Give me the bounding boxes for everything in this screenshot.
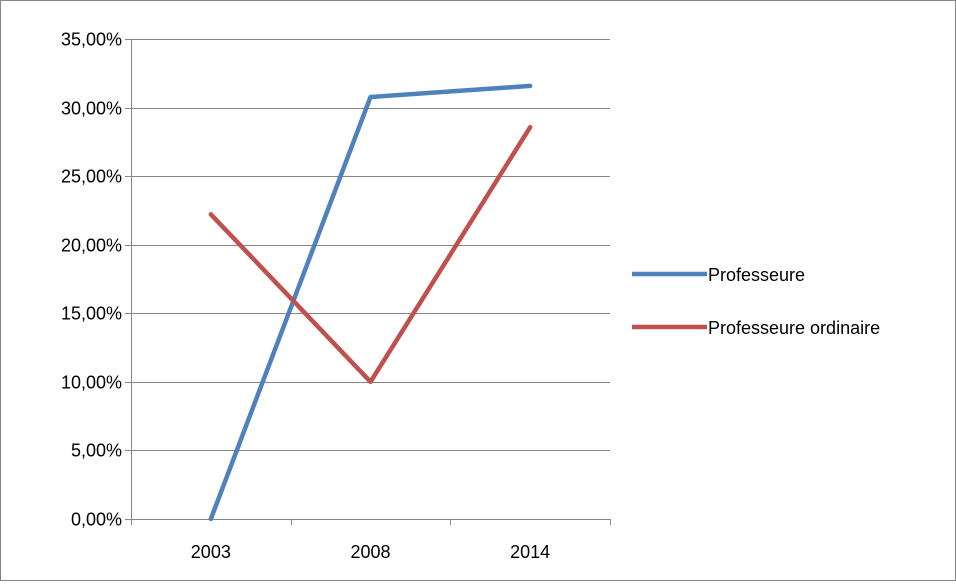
axes: 0,00% 5,00% 10,00% 15,00% 20,00% 25,00% 30,00%… bbox=[61, 30, 611, 563]
y-tick-label: 10,00% bbox=[61, 373, 122, 393]
legend-label: Professeure bbox=[708, 265, 805, 285]
legend-label: Professeure ordinaire bbox=[708, 318, 880, 338]
x-tick-label: 2014 bbox=[510, 542, 550, 562]
y-tick-label: 30,00% bbox=[61, 99, 122, 119]
y-tick-label: 25,00% bbox=[61, 167, 122, 187]
series-lines bbox=[211, 86, 530, 519]
y-tick-label: 0,00% bbox=[71, 510, 122, 530]
legend: Professeure Professeure ordinaire bbox=[632, 265, 880, 338]
series-line-1 bbox=[211, 86, 530, 519]
series-line-2 bbox=[211, 127, 530, 382]
y-tick-label: 5,00% bbox=[71, 441, 122, 461]
x-tick-label: 2003 bbox=[191, 542, 231, 562]
y-tick-label: 20,00% bbox=[61, 236, 122, 256]
y-tick-label: 35,00% bbox=[61, 30, 122, 50]
y-tick-label: 15,00% bbox=[61, 304, 122, 324]
x-tick-label: 2008 bbox=[350, 542, 390, 562]
